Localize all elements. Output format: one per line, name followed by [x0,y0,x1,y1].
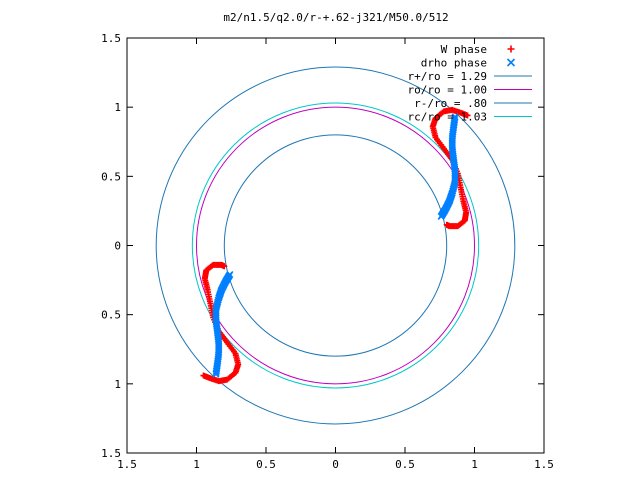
legend-label: ro/ro = 1.00 [408,84,487,97]
x-tick-label: 1.5 [117,458,137,471]
y-tick-label: 0.5 [101,170,121,183]
reference-circle [223,134,448,357]
y-tick-label: 1 [114,378,121,391]
reference-circle [196,106,475,385]
x-tick-label: 1 [193,458,200,471]
y-tick-label: 0.5 [101,309,121,322]
data-point [437,212,445,221]
legend-label: rc/ro = 1.03 [408,111,487,124]
legend-label: drho phase [421,57,487,70]
y-tick-label: 1 [114,101,121,114]
legend-label: W phase [441,43,487,56]
reference-circle [191,102,480,389]
phase-points [200,106,471,385]
axis-ticks: 1.5 1 0.5 0 0.5 1 1.51.510.500.511.5 [101,32,554,471]
reference-circle [155,66,516,425]
x-tick-label: 0.5 [395,458,415,471]
chart-title: m2/n1.5/q2.0/r-+.62-j321/M50.0/512 [223,11,448,24]
x-tick-label: 0 [332,458,339,471]
data-point [443,221,450,228]
y-tick-label: 1.5 [101,447,121,460]
legend-label: r+/ro = 1.29 [408,70,487,83]
data-point [507,45,515,53]
data-point [506,58,516,67]
x-tick-label: 1.5 [534,458,554,471]
y-tick-label: 0 [114,240,121,253]
y-tick-label: 1.5 [101,32,121,45]
reference-circles [155,66,516,425]
data-point [221,263,228,270]
x-tick-label: 1 [471,458,478,471]
legend-label: r-/ro = .80 [414,97,487,110]
data-point [226,270,234,279]
x-tick-label: 0.5 [256,458,276,471]
